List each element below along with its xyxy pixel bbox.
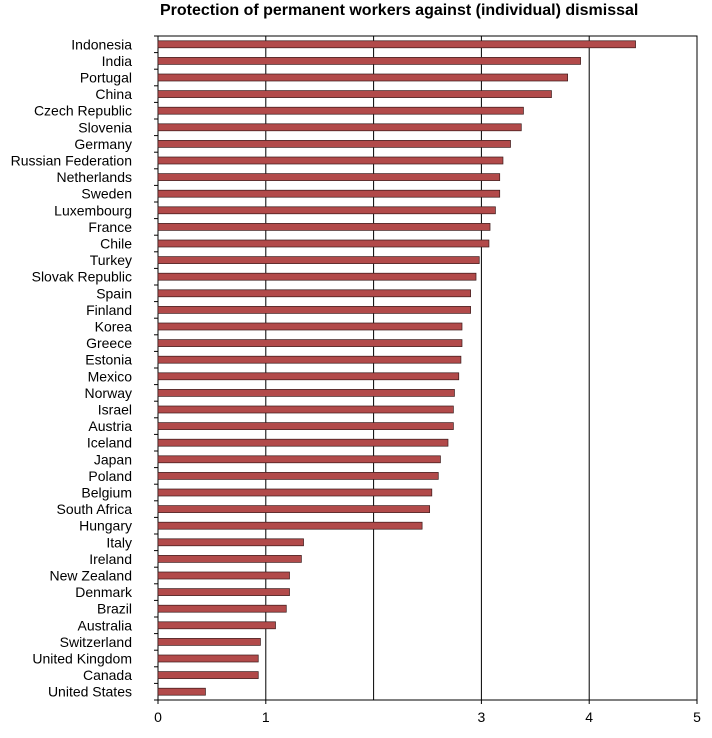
category-label: Italy	[106, 534, 132, 550]
category-label: Indonesia	[71, 36, 132, 52]
bar-switzerland	[157, 638, 261, 646]
bar-czech-republic	[157, 106, 524, 115]
category-label: Slovak Republic	[32, 269, 132, 285]
bar-hungary	[157, 521, 423, 530]
category-label: Netherlands	[57, 169, 133, 185]
category-label: South Africa	[57, 501, 133, 517]
category-label: Poland	[88, 468, 132, 484]
category-label: Austria	[88, 418, 132, 434]
bar-austria	[157, 422, 454, 430]
bar-portugal	[157, 73, 568, 82]
bar-iceland	[157, 438, 449, 447]
bar-chile	[157, 239, 490, 248]
x-tick-label: 4	[585, 709, 593, 725]
bar-italy	[157, 538, 304, 547]
bar-brazil	[157, 604, 287, 613]
category-label: United States	[48, 684, 132, 700]
category-label: Estonia	[85, 352, 132, 368]
bar-spain	[157, 289, 471, 298]
bar-france	[157, 223, 491, 231]
category-label: Switzerland	[60, 634, 132, 650]
category-label: Korea	[95, 319, 133, 335]
bar-mexico	[157, 372, 460, 381]
bar-slovenia	[157, 123, 522, 132]
bar-new-zealand	[157, 571, 290, 580]
category-label: Finland	[86, 302, 132, 318]
bar-south-africa	[157, 505, 431, 513]
category-label: New Zealand	[50, 568, 133, 584]
category-label: Iceland	[87, 435, 132, 451]
category-label: United Kingdom	[32, 651, 132, 667]
x-tick-label: 1	[262, 709, 270, 725]
bar-russian-federation	[157, 156, 504, 165]
category-label: Spain	[96, 285, 132, 301]
bar-norway	[157, 389, 455, 397]
bar-united-states	[157, 687, 206, 696]
category-label: Portugal	[80, 70, 132, 86]
category-label: Turkey	[90, 252, 132, 268]
bar-poland	[157, 472, 439, 480]
bar-japan	[157, 455, 441, 464]
category-label: Sweden	[81, 186, 132, 202]
x-tick-label: 3	[478, 709, 486, 725]
category-label: Slovenia	[78, 119, 132, 135]
category-label: Germany	[74, 136, 132, 152]
category-label: Czech Republic	[34, 103, 132, 119]
category-label: Belgium	[81, 485, 132, 501]
bar-sweden	[157, 189, 501, 198]
plot-frame	[157, 35, 698, 701]
bar-canada	[157, 671, 259, 679]
bar-netherlands	[157, 173, 501, 181]
category-label: Russian Federation	[11, 153, 132, 169]
bar-indonesia	[157, 40, 636, 49]
bar-australia	[157, 621, 276, 630]
category-label: Brazil	[97, 601, 132, 617]
category-label: Chile	[100, 236, 132, 252]
category-label: Ireland	[89, 551, 132, 567]
bar-ireland	[157, 555, 302, 563]
bar-united-kingdom	[157, 654, 259, 663]
bar-slovak-republic	[157, 272, 477, 281]
bar-finland	[157, 306, 471, 314]
bar-israel	[157, 405, 454, 414]
bar-belgium	[157, 488, 433, 497]
category-label: Denmark	[75, 584, 133, 600]
bar-germany	[157, 140, 511, 148]
bar-turkey	[157, 256, 480, 264]
category-label: Luxembourg	[54, 202, 132, 218]
category-label: Australia	[78, 617, 133, 633]
bar-greece	[157, 339, 463, 347]
category-label: India	[102, 53, 133, 69]
x-tick-label: 5	[693, 709, 701, 725]
bar-india	[157, 57, 581, 65]
category-label: Japan	[94, 451, 132, 467]
bar-korea	[157, 322, 463, 331]
category-label: China	[95, 86, 132, 102]
bar-china	[157, 90, 552, 98]
category-label: Norway	[85, 385, 132, 401]
category-label: Greece	[86, 335, 132, 351]
bar-estonia	[157, 355, 462, 364]
chart-title: Protection of permanent workers against …	[160, 2, 639, 19]
x-tick-label: 0	[154, 709, 162, 725]
category-label: Hungary	[79, 518, 132, 534]
category-label: Israel	[98, 402, 132, 418]
category-label: Mexico	[88, 368, 133, 384]
bar-denmark	[157, 588, 290, 596]
bar-luxembourg	[157, 206, 496, 215]
category-label: Canada	[83, 667, 132, 683]
category-label: France	[88, 219, 132, 235]
